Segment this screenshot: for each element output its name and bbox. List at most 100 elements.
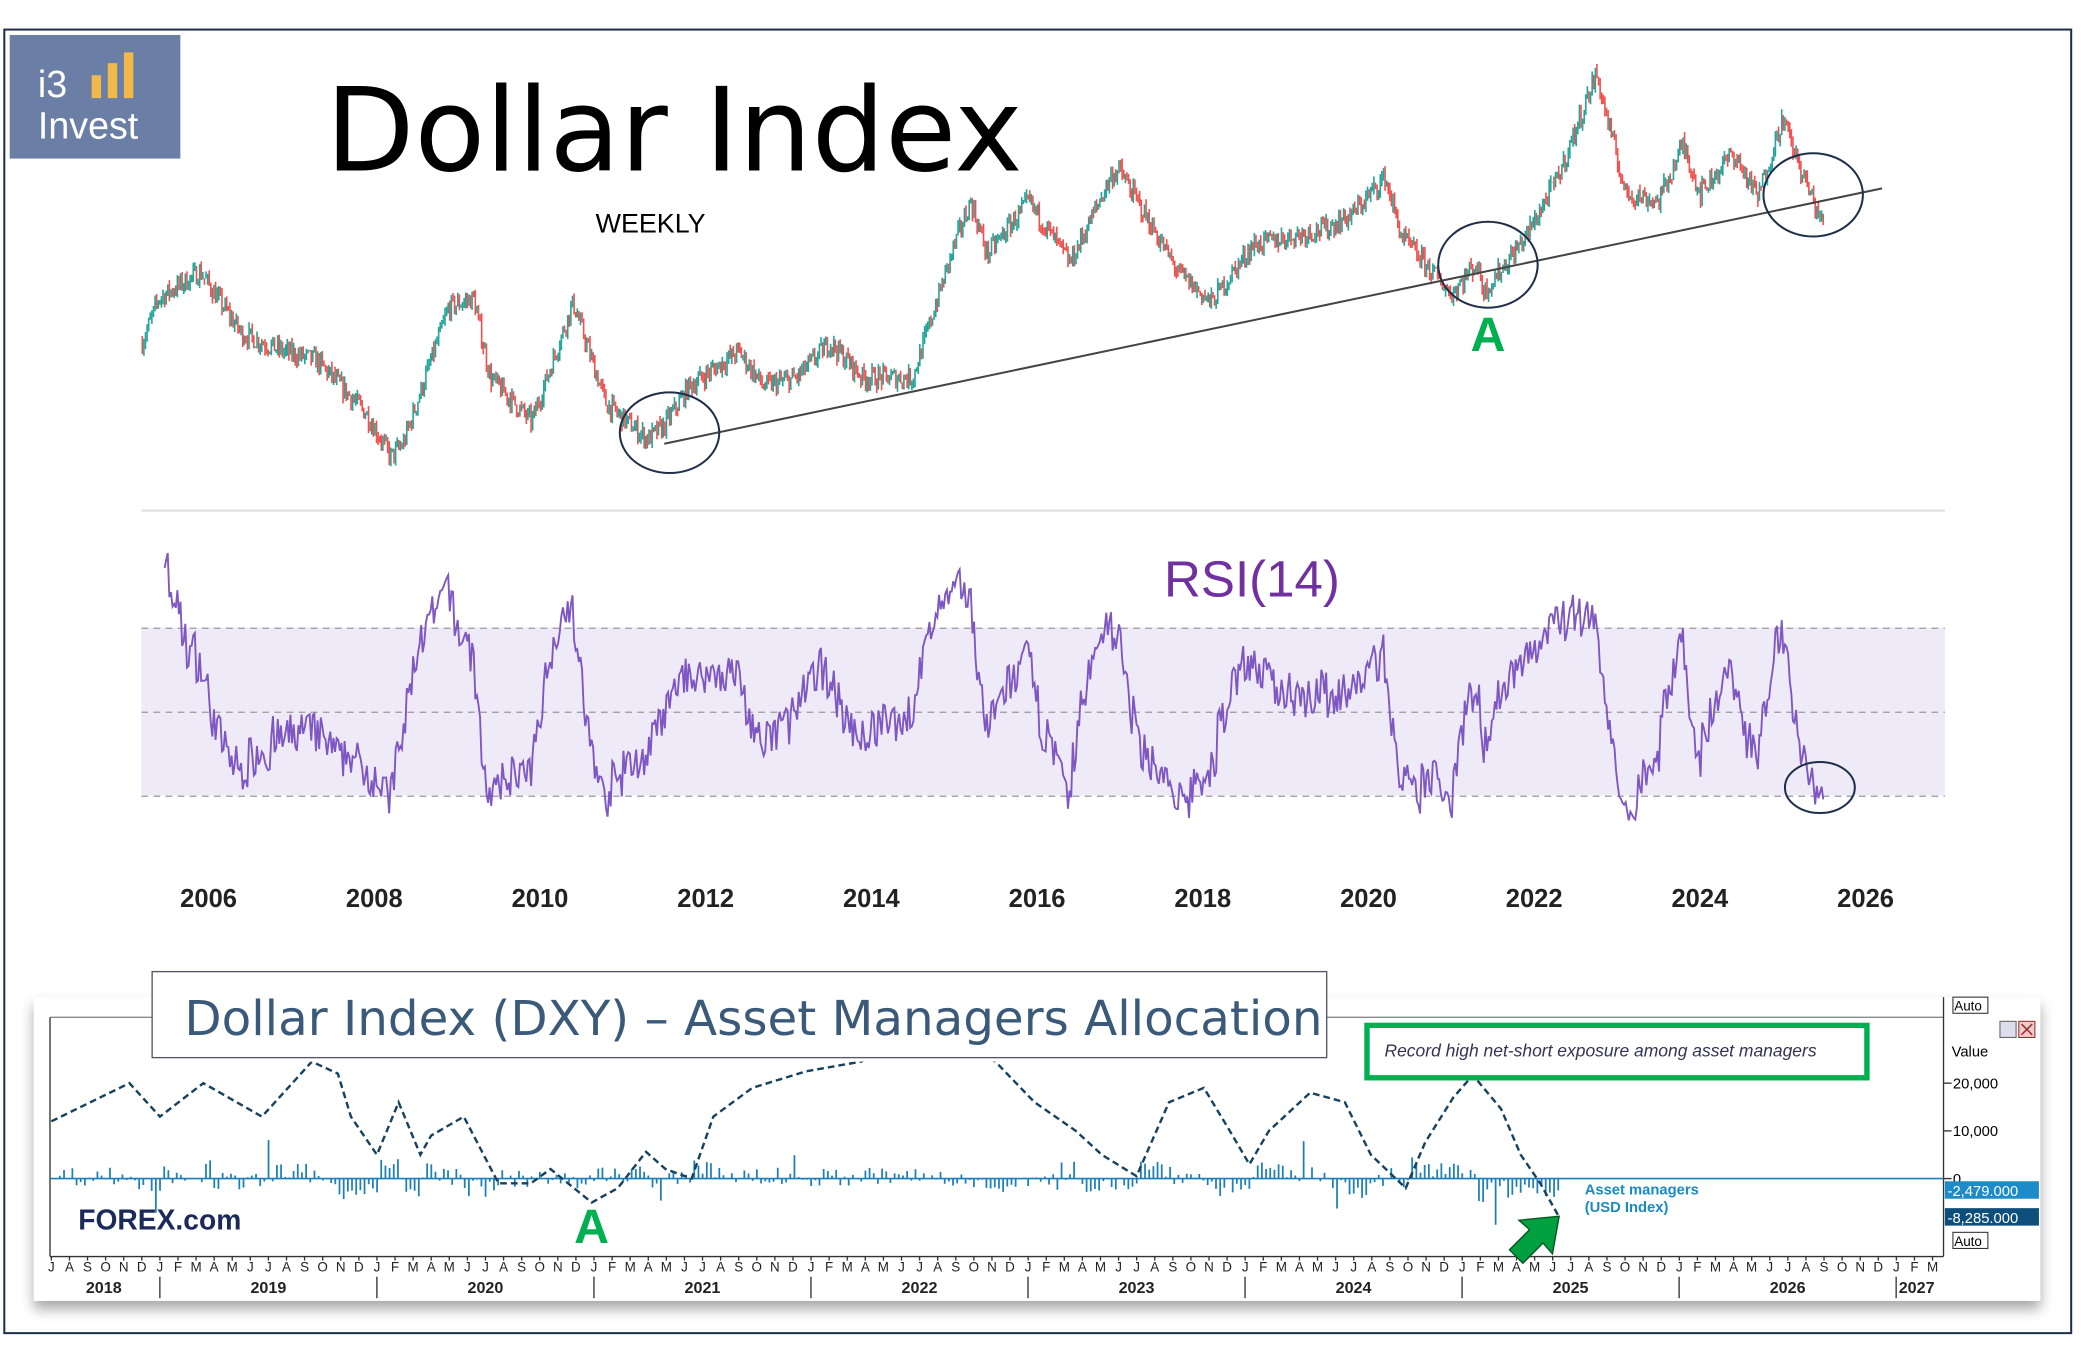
month-label: M [1529, 1259, 1540, 1274]
month-label: N [987, 1259, 997, 1274]
year-label: 2023 [1119, 1279, 1155, 1297]
month-label: O [1837, 1259, 1847, 1274]
svg-text:Record high net-short exposure: Record high net-short exposure among ass… [1384, 1040, 1816, 1060]
x-axis-ticks: 2006 2008 2010 2012 2014 2016 2018 2020 2022 2024… [180, 885, 1894, 913]
month-label: D [1656, 1259, 1666, 1274]
month-label: M [1710, 1259, 1721, 1274]
month-label: A [861, 1259, 870, 1274]
month-label: J [916, 1259, 923, 1274]
month-label: M [1312, 1259, 1323, 1274]
month-label: D [571, 1259, 581, 1274]
month-label: A [1729, 1259, 1738, 1274]
month-label: M [842, 1259, 853, 1274]
svg-text:Auto: Auto [1954, 999, 1982, 1014]
month-label: M [1493, 1259, 1504, 1274]
last-value-badge-1 [1944, 1181, 2039, 1199]
month-label: M [408, 1259, 419, 1274]
month-label: A [210, 1259, 219, 1274]
month-label: A [1801, 1259, 1810, 1274]
month-label: J [1350, 1259, 1357, 1274]
year-label: 2020 [467, 1279, 503, 1297]
year-label: 2027 [1899, 1279, 1935, 1297]
month-label: M [190, 1259, 201, 1274]
annotation-a: A [1470, 308, 1505, 362]
bottom-title-box [151, 970, 1328, 1059]
month-label: N [336, 1259, 346, 1274]
svg-text:-8,285.000: -8,285.000 [1948, 1211, 2019, 1227]
year-label: 2024 [1336, 1279, 1372, 1297]
year-label: 2018 [86, 1279, 122, 1297]
month-label: J [1893, 1259, 1900, 1274]
month-label: A [1150, 1259, 1159, 1274]
month-label: M [878, 1259, 889, 1274]
month-label: N [1855, 1259, 1865, 1274]
month-label: M [444, 1259, 455, 1274]
series-label: Asset managers [1585, 1183, 1699, 1199]
x-tick-label: 2012 [677, 885, 734, 913]
month-label: A [933, 1259, 942, 1274]
month-label: A [1078, 1259, 1087, 1274]
y-tick-label: 0 [1953, 1172, 1961, 1188]
y-tick-label: 20,000 [1953, 1077, 1998, 1093]
month-label: J [1459, 1259, 1466, 1274]
month-label: D [788, 1259, 798, 1274]
month-label: S [83, 1259, 92, 1274]
circle-rsi [1783, 760, 1856, 815]
month-label: S [1602, 1259, 1611, 1274]
month-label: O [100, 1259, 110, 1274]
month-label: F [1693, 1259, 1701, 1274]
month-label: A [644, 1259, 653, 1274]
month-label: O [317, 1259, 327, 1274]
month-label: J [681, 1259, 688, 1274]
y-axis-label: Value [1952, 1044, 1989, 1060]
month-label: M [1746, 1259, 1757, 1274]
month-label: F [825, 1259, 833, 1274]
month-label: O [969, 1259, 979, 1274]
month-label: O [535, 1259, 545, 1274]
month-label: O [1620, 1259, 1630, 1274]
i3-invest-logo: i3 Invest [9, 34, 181, 159]
month-label: F [1910, 1259, 1918, 1274]
auto-button-top[interactable] [1952, 996, 1989, 1014]
month-label: M [1927, 1259, 1938, 1274]
month-label: O [752, 1259, 762, 1274]
month-label: D [1005, 1259, 1015, 1274]
month-label: S [734, 1259, 743, 1274]
page-title: Dollar Index [325, 65, 1022, 199]
month-label: J [247, 1259, 254, 1274]
month-label: D [1873, 1259, 1883, 1274]
x-tick-label: 2006 [180, 885, 237, 913]
month-label: D [1439, 1259, 1449, 1274]
month-label: F [1042, 1259, 1050, 1274]
restore-icon[interactable] [1999, 1020, 2017, 1039]
month-label: J [1549, 1259, 1556, 1274]
month-label: N [553, 1259, 563, 1274]
month-label: J [1025, 1259, 1032, 1274]
year-label: 2021 [685, 1279, 721, 1297]
month-label: J [48, 1259, 55, 1274]
month-label: M [227, 1259, 238, 1274]
month-label: A [427, 1259, 436, 1274]
x-tick-label: 2014 [843, 885, 901, 913]
month-label: F [1259, 1259, 1267, 1274]
x-tick-label: 2020 [1340, 885, 1397, 913]
month-label: J [1115, 1259, 1122, 1274]
month-label: J [1133, 1259, 1140, 1274]
month-label: D [137, 1259, 147, 1274]
auto-button-bottom[interactable] [1952, 1231, 1989, 1249]
month-label: A [499, 1259, 508, 1274]
month-label: S [1168, 1259, 1177, 1274]
month-label: F [174, 1259, 182, 1274]
rsi-label: RSI(14) [1164, 551, 1340, 608]
year-label: 2026 [1770, 1279, 1806, 1297]
annotation-a-bottom: A [574, 1200, 609, 1254]
trendline [664, 187, 1883, 445]
month-label: N [1638, 1259, 1648, 1274]
month-label: N [1204, 1259, 1214, 1274]
month-label: N [119, 1259, 129, 1274]
month-label: J [591, 1259, 598, 1274]
x-tick-label: 2008 [346, 885, 403, 913]
month-label: J [1784, 1259, 1791, 1274]
